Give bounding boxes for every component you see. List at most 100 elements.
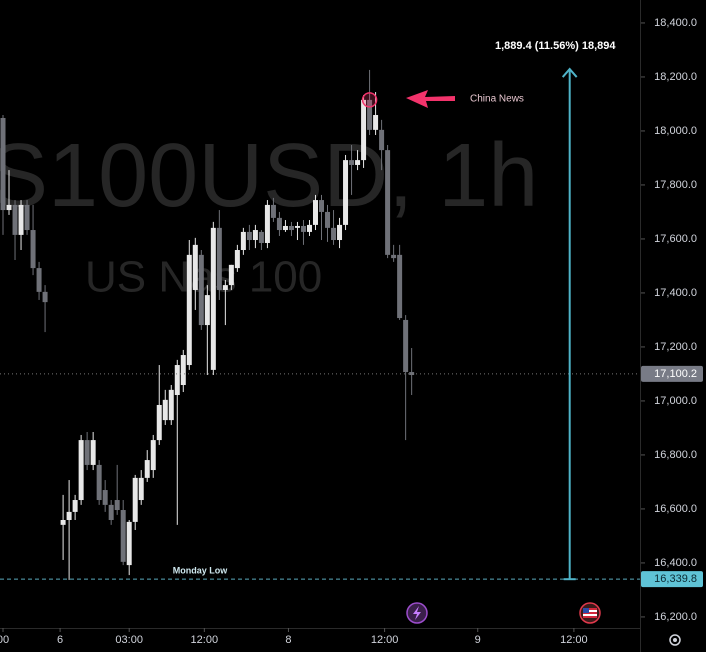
candle-body xyxy=(367,99,373,130)
y-tick-label: 16,200.0 xyxy=(654,611,697,623)
candle-body xyxy=(78,440,84,501)
y-tick-label: 17,600.0 xyxy=(654,233,697,245)
candle-body xyxy=(42,291,48,303)
candle-body xyxy=(174,365,180,395)
x-tick-label: 9 xyxy=(475,634,481,646)
candle-body xyxy=(204,295,210,326)
candle-body xyxy=(355,160,361,165)
candle-body xyxy=(12,204,18,235)
candle-body xyxy=(312,200,318,225)
candle-body xyxy=(108,504,114,521)
candle-body xyxy=(403,319,409,373)
candle-body xyxy=(325,211,331,228)
settings-icon[interactable] xyxy=(669,634,681,646)
candle-body xyxy=(282,225,288,231)
candle-body xyxy=(72,500,78,512)
y-tick-label: 18,200.0 xyxy=(654,71,697,83)
candle-body xyxy=(343,160,349,225)
candle-body xyxy=(120,510,126,562)
candle-body xyxy=(0,117,6,211)
candle-body xyxy=(90,440,96,465)
candle-body xyxy=(361,99,367,161)
candle-body xyxy=(276,217,282,231)
candle-body xyxy=(252,230,258,241)
candle-body xyxy=(180,355,186,386)
candle-body xyxy=(306,224,312,232)
y-tick-label: 17,000.0 xyxy=(654,395,697,407)
candle-body xyxy=(150,440,156,471)
candle-body xyxy=(138,477,144,501)
x-tick-label: 00 xyxy=(0,634,9,646)
x-tick-label: 12:00 xyxy=(560,634,588,646)
candle-body xyxy=(349,160,355,165)
x-tick-label: 8 xyxy=(285,634,291,646)
candle-body xyxy=(168,389,174,421)
annotation-text: China News xyxy=(470,94,524,105)
candle-body xyxy=(156,404,162,441)
candle-body xyxy=(210,227,216,370)
y-tick-label: 16,800.0 xyxy=(654,449,697,461)
candle-body xyxy=(270,204,276,218)
candle-body xyxy=(288,225,294,231)
candle-body xyxy=(36,268,42,292)
candle-body xyxy=(337,224,343,241)
measure-arrowhead xyxy=(561,67,578,78)
candle-body xyxy=(409,372,415,376)
candle-body xyxy=(132,477,138,522)
plot: 1,889.4 (11.56%) 18,894 xyxy=(0,40,640,580)
annotation-marker xyxy=(361,92,378,108)
candle-body xyxy=(216,227,222,290)
current-price-box xyxy=(641,365,703,382)
y-tick-label: 17,200.0 xyxy=(654,341,697,353)
candle-body xyxy=(126,521,132,566)
candle-body xyxy=(258,231,264,243)
candle-body xyxy=(331,227,337,241)
candle-body xyxy=(319,200,325,212)
candle-body xyxy=(96,464,102,501)
candle-body xyxy=(24,204,30,231)
candle-body xyxy=(66,511,72,521)
candle-body xyxy=(264,204,270,243)
candle-body xyxy=(391,254,397,259)
x-tick-label: 6 xyxy=(57,634,63,646)
candle-body xyxy=(30,230,36,269)
candle-body xyxy=(144,460,150,478)
x-tick-label: 12:00 xyxy=(191,634,219,646)
candle-body xyxy=(397,254,403,319)
y-tick-label: 17,400.0 xyxy=(654,287,697,299)
x-tick-label: 12:00 xyxy=(371,634,399,646)
candle-body xyxy=(186,254,192,366)
candle-body xyxy=(385,150,391,255)
y-tick-label: 16,600.0 xyxy=(654,503,697,515)
event-icon[interactable] xyxy=(406,602,428,624)
candle-body xyxy=(228,264,234,286)
annotation-arrow xyxy=(406,90,455,108)
candle-body xyxy=(192,244,198,290)
candle-body xyxy=(162,399,168,421)
y-tick-label: 18,400.0 xyxy=(654,17,697,29)
y-tick-label: 16,400.0 xyxy=(654,557,697,569)
candle-body xyxy=(373,115,379,130)
candle-body xyxy=(84,440,90,465)
candle-body xyxy=(198,254,204,326)
monday-low-label: 16,339.8 xyxy=(654,573,697,585)
candle-body xyxy=(300,225,306,232)
y-tick-label: 18,000.0 xyxy=(654,125,697,137)
y-tick-label: 17,800.0 xyxy=(654,179,697,191)
measure-label: 1,889.4 (11.56%) 18,894 xyxy=(495,40,616,52)
candle-body xyxy=(240,231,246,251)
candle-body xyxy=(379,129,385,151)
candle-body xyxy=(60,520,66,525)
candle-body xyxy=(234,250,240,269)
candle-body xyxy=(18,204,24,235)
candle-body xyxy=(246,231,252,241)
monday-low-text: Monday Low xyxy=(173,566,228,576)
flag-icon[interactable] xyxy=(579,602,601,624)
monday-low-box xyxy=(641,571,703,588)
candle-body xyxy=(294,225,300,228)
candle-body xyxy=(102,490,108,505)
candle-body xyxy=(6,204,12,211)
current-price-label: 17,100.2 xyxy=(654,368,697,380)
